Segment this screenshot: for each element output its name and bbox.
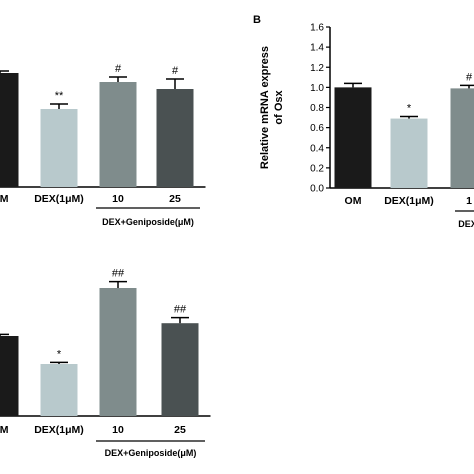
category-label: DEX(1μM) — [34, 424, 84, 436]
panel-b-label: B — [253, 14, 261, 26]
significance-marker: # — [172, 65, 179, 77]
category-label: 25 — [169, 193, 181, 205]
significance-marker: # — [115, 63, 122, 75]
bar — [156, 89, 194, 187]
y-axis-label-line-1: Relative mRNA express — [259, 46, 271, 169]
y-axis-label-line-2: of Osx — [273, 90, 285, 125]
bar — [99, 288, 137, 416]
category-label: DEX(1μM) — [384, 195, 434, 207]
y-tick-label: 0.0 — [310, 184, 324, 195]
category-label: 1 — [466, 195, 472, 207]
category-label: OM — [0, 193, 9, 205]
y-tick-label: 0.6 — [310, 123, 324, 134]
panel-a: OM ** DEX(1μM) #10 #25 DEX+Geniposide(μM) — [0, 63, 206, 227]
bar — [390, 118, 428, 188]
category-label: DEX(1μM) — [34, 193, 84, 205]
bar — [40, 109, 78, 187]
significance-marker: ** — [55, 90, 64, 102]
category-label: 25 — [174, 424, 186, 436]
bar — [0, 336, 19, 416]
y-tick-label: 1.0 — [310, 83, 324, 94]
group-label: DEX — [458, 219, 474, 229]
category-label: 10 — [112, 424, 124, 436]
y-tick-label: 1.2 — [310, 63, 324, 74]
y-tick-label: 1.4 — [310, 43, 324, 54]
panel-c: OM * DEX(1μM) ## 10 ## 25 DEX+Geniposide(μM) — [0, 268, 211, 458]
bar — [0, 73, 19, 187]
y-tick-label: 0.2 — [310, 163, 324, 174]
significance-marker: ## — [174, 304, 187, 316]
significance-marker: # — [466, 71, 473, 83]
bar — [334, 87, 372, 188]
y-tick-label: 1.6 — [310, 23, 324, 34]
panel-b: B 0.0 0.2 0.4 0.6 0.8 1.0 1.2 1.4 1.6 Relative mR… — [253, 14, 474, 229]
bar — [450, 88, 474, 188]
bar — [40, 364, 78, 416]
bar — [161, 323, 199, 416]
y-tick-label: 0.8 — [310, 103, 324, 114]
significance-marker: * — [407, 103, 412, 115]
group-label: DEX+Geniposide(μM) — [102, 217, 194, 227]
category-label: OM — [345, 195, 362, 207]
significance-marker: * — [57, 348, 62, 360]
bar — [99, 82, 137, 187]
category-label: 10 — [112, 193, 124, 205]
category-label: OM — [0, 424, 9, 436]
significance-marker: ## — [112, 268, 125, 280]
y-tick-label: 0.4 — [310, 143, 324, 154]
group-label: DEX+Geniposide(μM) — [105, 448, 197, 458]
